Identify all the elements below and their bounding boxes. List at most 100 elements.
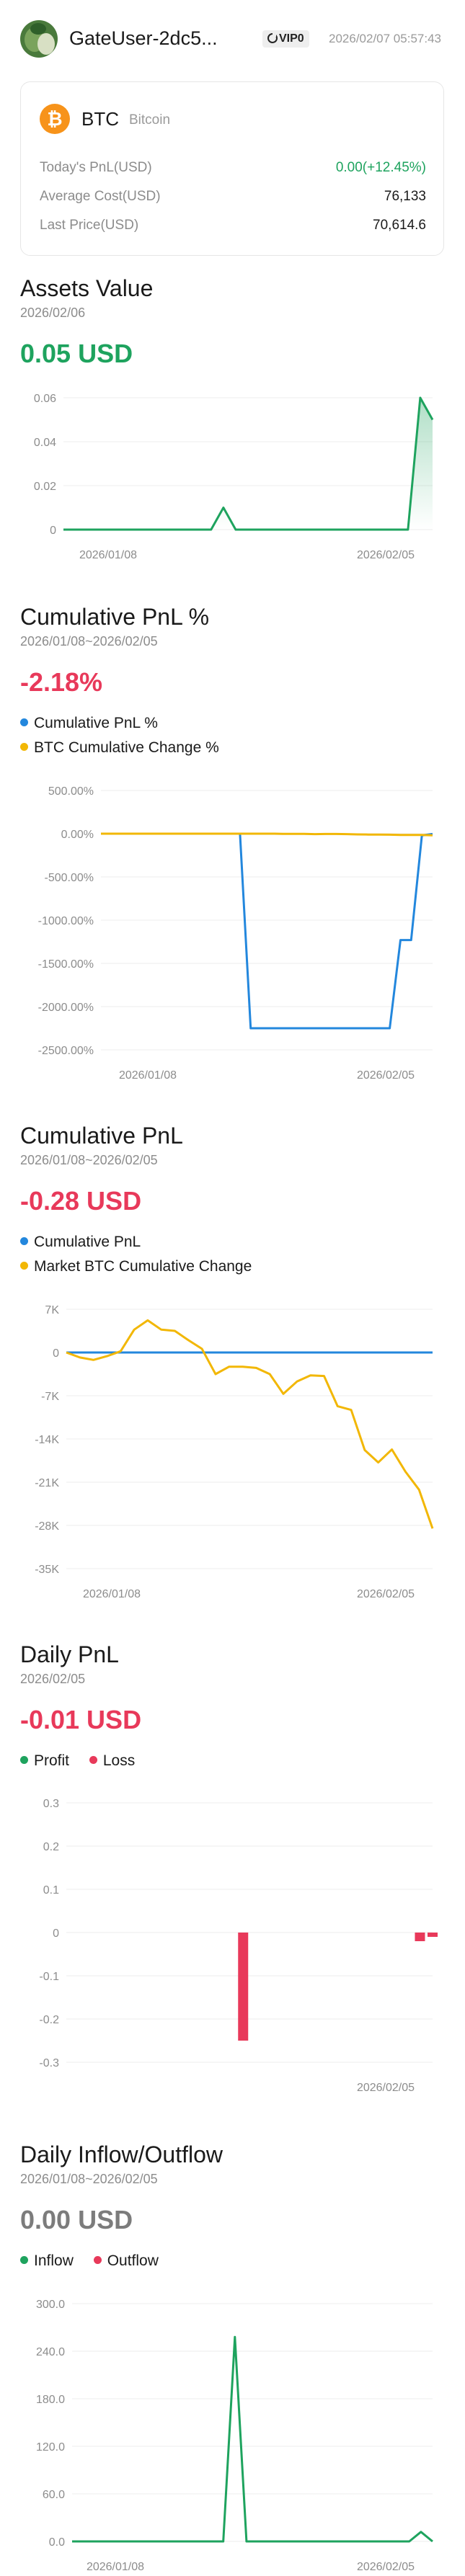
avatar[interactable] xyxy=(20,20,58,58)
y-tick-label: -0.2 xyxy=(39,2014,59,2026)
y-tick-label: 0 xyxy=(53,1347,59,1360)
daily-pnl-chart[interactable]: 0.3 0.2 0.1 0 -0.1 -0.2 -0.3 2026/02/05 xyxy=(0,1787,465,2104)
legend-item-loss[interactable]: Loss xyxy=(89,1752,135,1769)
x-tick-label: 2026/02/05 xyxy=(357,549,415,561)
y-tick-label: 0.04 xyxy=(34,437,56,449)
y-tick-label: -2500.00% xyxy=(38,1045,94,1057)
legend-dot xyxy=(93,2256,102,2264)
y-tick-label: 0.0 xyxy=(49,2536,65,2549)
daily-pnl-title: Daily PnL xyxy=(20,1641,119,1667)
row-label: Last Price(USD) xyxy=(40,218,139,233)
cum-pnl-pct-value: -2.18% xyxy=(20,667,103,697)
y-tick-label: 0.02 xyxy=(34,481,56,493)
y-tick-label: -0.3 xyxy=(39,2057,59,2069)
assets-value-date: 2026/02/06 xyxy=(20,306,86,320)
cum-pnl-date: 2026/01/08~2026/02/05 xyxy=(20,1153,158,1167)
vip-badge[interactable]: VIP0 xyxy=(262,30,309,48)
y-tick-label: 0.2 xyxy=(43,1841,59,1853)
legend-dot xyxy=(20,743,28,751)
x-tick-label: 2026/01/08 xyxy=(83,1588,141,1600)
series-line xyxy=(66,1319,434,1529)
row-label: Today's PnL(USD) xyxy=(40,160,152,175)
series-line xyxy=(63,396,434,531)
y-tick-label: 500.00% xyxy=(48,785,94,798)
x-tick-label: 2026/01/08 xyxy=(79,549,137,561)
vip-icon xyxy=(267,32,278,43)
x-tick-label: 2026/02/05 xyxy=(357,1069,415,1082)
y-tick-label: -500.00% xyxy=(45,872,94,884)
legend-item-cum-pnl[interactable]: Cumulative PnL xyxy=(20,1234,141,1251)
x-tick-label: 2026/02/05 xyxy=(357,2082,415,2094)
daily-pnl-value: -0.01 USD xyxy=(20,1705,142,1734)
legend-dot xyxy=(20,1756,28,1764)
legend-label: BTC Cumulative Change % xyxy=(34,739,219,756)
y-tick-label: 0.3 xyxy=(43,1798,59,1810)
legend-label: Outflow xyxy=(107,2252,159,2269)
legend-label: Profit xyxy=(34,1752,70,1769)
daily-pnl-legend: Profit Loss xyxy=(20,1752,151,1770)
assets-value-chart[interactable]: 0.06 0.04 0.02 0 2026/01/08 2026/02/05 xyxy=(0,382,465,569)
row-value: 0.00(+12.45%) xyxy=(335,160,426,175)
bitcoin-icon: ₿ xyxy=(40,104,70,134)
inflow-outflow-legend: Inflow Outflow xyxy=(20,2252,174,2270)
series-line xyxy=(72,2335,433,2543)
legend-dot xyxy=(89,1756,97,1764)
coin-name: Bitcoin xyxy=(129,112,171,128)
y-tick-label: 0 xyxy=(50,525,56,537)
bar xyxy=(415,1933,425,1941)
y-tick-label: -2000.00% xyxy=(38,1002,94,1014)
y-tick-label: 0.1 xyxy=(43,1884,59,1897)
legend-dot xyxy=(20,1262,28,1270)
legend-item-btc-change-pct[interactable]: BTC Cumulative Change % xyxy=(20,739,219,757)
cum-pnl-pct-title: Cumulative PnL % xyxy=(20,604,210,630)
bar xyxy=(238,1933,249,2041)
legend-item-cum-pnl-pct[interactable]: Cumulative PnL % xyxy=(20,715,158,732)
y-tick-label: 300.0 xyxy=(36,2299,65,2311)
y-tick-label: 60.0 xyxy=(43,2489,65,2501)
y-tick-label: 120.0 xyxy=(36,2441,65,2454)
x-tick-label: 2026/02/05 xyxy=(357,2561,415,2573)
series-area xyxy=(63,398,433,530)
vip-label: VIP0 xyxy=(279,32,304,45)
y-tick-label: 180.0 xyxy=(36,2394,65,2406)
y-tick-label: 7K xyxy=(45,1304,59,1316)
legend-label: Market BTC Cumulative Change xyxy=(34,1258,252,1275)
cum-pnl-pct-chart[interactable]: 500.00% 0.00% -500.00% -1000.00% -1500.00% -2… xyxy=(0,775,465,1092)
legend-label: Inflow xyxy=(34,2252,74,2269)
legend-label: Loss xyxy=(102,1752,136,1769)
assets-value-amount: 0.05 USD xyxy=(20,339,133,368)
username[interactable]: GateUser-2dc5... xyxy=(69,27,218,49)
inflow-outflow-chart[interactable]: 300.0 240.0 180.0 120.0 60.0 0.0 2026/01/08 202… xyxy=(0,2288,465,2573)
legend-label: Cumulative PnL xyxy=(34,1234,141,1250)
y-tick-label: -0.1 xyxy=(39,1971,59,1983)
cum-pnl-value: -0.28 USD xyxy=(20,1186,142,1216)
inflow-outflow-date: 2026/01/08~2026/02/05 xyxy=(20,2172,158,2186)
cum-pnl-chart[interactable]: 7K 0 -7K -14K -21K -28K -35K 2026/01/08 2026/02/… xyxy=(0,1293,465,1610)
legend-item-profit[interactable]: Profit xyxy=(20,1752,69,1769)
series-line xyxy=(101,832,433,1030)
row-value: 76,133 xyxy=(384,189,426,204)
legend-item-inflow[interactable]: Inflow xyxy=(20,2252,74,2269)
y-tick-label: -14K xyxy=(35,1434,59,1446)
x-tick-label: 2026/02/05 xyxy=(357,1588,415,1600)
legend-dot xyxy=(20,718,28,726)
bar xyxy=(428,1933,438,1937)
legend-label: Cumulative PnL % xyxy=(34,715,158,731)
row-value: 70,614.6 xyxy=(373,218,426,233)
y-tick-label: -21K xyxy=(35,1477,59,1489)
coin-symbol: BTC xyxy=(81,108,119,130)
legend-item-outflow[interactable]: Outflow xyxy=(93,2252,159,2269)
y-tick-label: -35K xyxy=(35,1564,59,1576)
cum-pnl-title: Cumulative PnL xyxy=(20,1123,183,1149)
assets-value-title: Assets Value xyxy=(20,275,154,301)
x-tick-label: 2026/01/08 xyxy=(119,1069,177,1082)
inflow-outflow-title: Daily Inflow/Outflow xyxy=(20,2142,223,2167)
coin-card: ₿ BTC Bitcoin Today's PnL(USD) 0.00(+12.… xyxy=(20,81,444,256)
series-line xyxy=(101,832,433,837)
y-tick-label: -7K xyxy=(41,1391,59,1403)
row-label: Average Cost(USD) xyxy=(40,189,161,204)
y-tick-label: -1500.00% xyxy=(38,958,94,971)
cum-pnl-pct-date: 2026/01/08~2026/02/05 xyxy=(20,634,158,649)
header-datetime: 2026/02/07 05:57:43 xyxy=(329,32,441,45)
legend-item-market-btc[interactable]: Market BTC Cumulative Change xyxy=(20,1258,252,1275)
